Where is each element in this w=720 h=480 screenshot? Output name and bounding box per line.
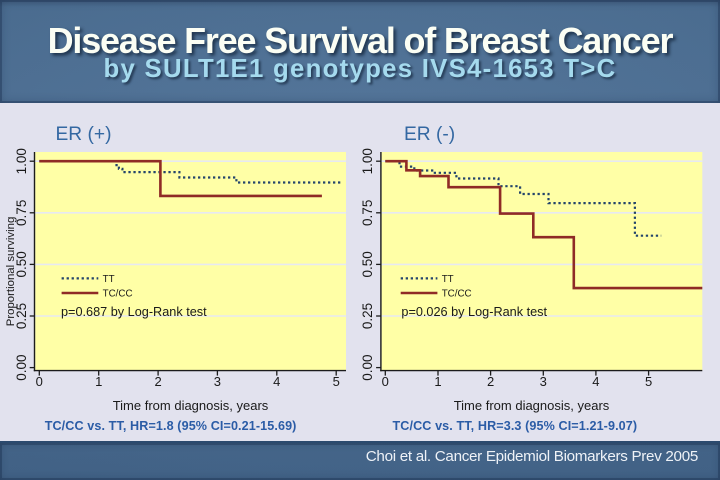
- svg-text:4: 4: [273, 374, 280, 389]
- svg-text:2: 2: [487, 374, 494, 389]
- svg-text:TC/CC: TC/CC: [442, 288, 472, 299]
- svg-text:0.25: 0.25: [14, 303, 29, 329]
- svg-text:TC/CC: TC/CC: [103, 288, 133, 299]
- svg-text:Proportional surviving: Proportional surviving: [5, 217, 17, 327]
- svg-text:1.00: 1.00: [360, 148, 375, 174]
- svg-text:0: 0: [36, 374, 43, 389]
- svg-text:0.75: 0.75: [360, 200, 375, 226]
- svg-text:p=0.026 by Log-Rank test: p=0.026 by Log-Rank test: [401, 305, 547, 319]
- svg-text:TT: TT: [442, 274, 454, 285]
- svg-text:0: 0: [382, 374, 389, 389]
- svg-text:0.50: 0.50: [14, 251, 29, 277]
- svg-text:0.00: 0.00: [360, 354, 375, 380]
- svg-text:1: 1: [434, 374, 441, 389]
- svg-text:0.25: 0.25: [360, 303, 375, 329]
- svg-text:2: 2: [154, 374, 161, 389]
- svg-text:p=0.687 by Log-Rank test: p=0.687 by Log-Rank test: [61, 305, 207, 319]
- svg-text:TT: TT: [103, 274, 115, 285]
- svg-text:1: 1: [95, 374, 102, 389]
- svg-text:5: 5: [645, 374, 652, 389]
- svg-text:0.00: 0.00: [14, 354, 29, 380]
- svg-text:0.50: 0.50: [360, 251, 375, 277]
- svg-text:5: 5: [333, 374, 340, 389]
- svg-text:1.00: 1.00: [14, 148, 29, 174]
- svg-text:Time from diagnosis, years: Time from diagnosis, years: [113, 398, 269, 413]
- svg-text:3: 3: [540, 374, 547, 389]
- svg-text:3: 3: [214, 374, 221, 389]
- svg-text:0.75: 0.75: [14, 200, 29, 226]
- svg-text:4: 4: [592, 374, 599, 389]
- svg-text:Time from diagnosis, years: Time from diagnosis, years: [454, 398, 610, 413]
